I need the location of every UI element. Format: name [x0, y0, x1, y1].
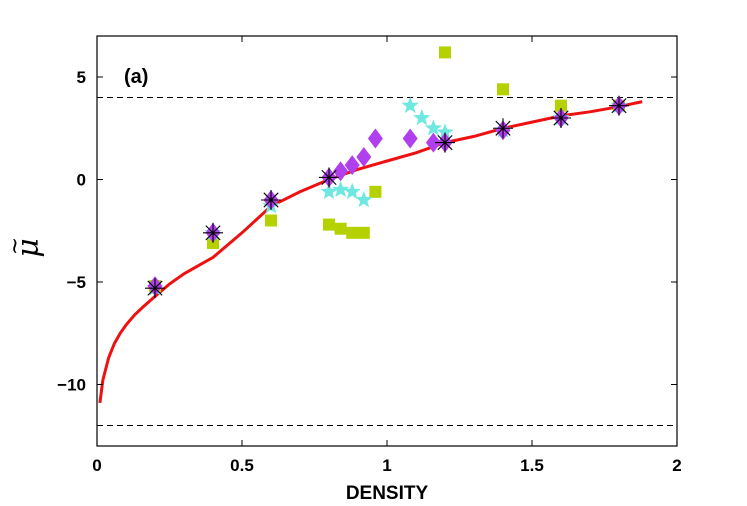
panel-label: (a)	[124, 66, 148, 88]
fit-curve-line	[98, 100, 643, 404]
diamond-marker	[425, 132, 441, 153]
diamond-marker	[402, 128, 418, 149]
diamond-marker	[333, 161, 349, 182]
star-marker	[320, 182, 338, 200]
square-marker	[497, 83, 509, 96]
asterisk-stroke	[147, 280, 163, 296]
asterisk-marker	[493, 118, 513, 139]
asterisk-stroke	[263, 192, 279, 208]
asterisk-marker	[609, 95, 629, 116]
star-marker	[332, 180, 350, 197]
y-tick-label: −5	[67, 273, 86, 292]
asterisk-marker	[435, 132, 455, 153]
y-tick-label: 5	[77, 68, 86, 87]
asterisk-marker	[319, 167, 339, 188]
x-tick-label: 0.5	[230, 456, 254, 475]
asterisk-marker	[261, 190, 281, 210]
star-marker	[355, 191, 373, 208]
diamond-marker	[344, 155, 360, 176]
star-marker	[413, 109, 431, 126]
y-axis-label-accent: ~	[3, 237, 28, 255]
data-layer	[97, 46, 677, 426]
asterisk-stroke	[205, 225, 221, 241]
square-marker	[323, 218, 335, 231]
x-tick-label: 1	[382, 456, 391, 475]
x-tick-label: 1.5	[520, 456, 544, 475]
x-tick-label: 2	[672, 456, 681, 475]
asterisk-stroke	[321, 169, 337, 186]
star-marker	[343, 182, 361, 200]
asterisk-marker	[145, 278, 165, 299]
ticks-layer: 0 0.5 1 1.5 2 5 0 −5 −10	[57, 36, 682, 475]
y-tick-label: −10	[57, 376, 86, 395]
asterisk-marker	[551, 108, 571, 128]
square-marker	[265, 214, 277, 227]
asterisk-stroke	[495, 120, 511, 136]
diamond-marker	[356, 146, 372, 167]
asterisk-stroke	[611, 98, 627, 114]
series-stars	[146, 96, 628, 296]
asterisk-stroke	[437, 135, 453, 151]
diamond-marker	[367, 128, 383, 149]
series-asterisks	[145, 95, 629, 299]
x-axis-label: DENSITY	[346, 483, 429, 504]
series-squares	[149, 46, 625, 293]
asterisk-marker	[203, 222, 223, 243]
star-marker	[436, 123, 454, 140]
square-marker	[207, 237, 219, 250]
y-axis-label: μ ~	[3, 237, 46, 258]
square-marker	[357, 226, 370, 239]
star-marker	[424, 119, 442, 136]
square-marker	[369, 185, 382, 198]
square-marker	[439, 46, 451, 59]
y-tick-label: 0	[77, 171, 86, 190]
y-axis-label-text: μ	[11, 238, 46, 258]
square-marker	[346, 226, 359, 239]
x-tick-label: 0	[92, 456, 101, 475]
star-marker	[401, 96, 419, 113]
series-diamonds	[147, 95, 627, 297]
square-marker	[555, 99, 567, 112]
square-marker	[334, 222, 347, 235]
asterisk-stroke	[553, 110, 569, 126]
